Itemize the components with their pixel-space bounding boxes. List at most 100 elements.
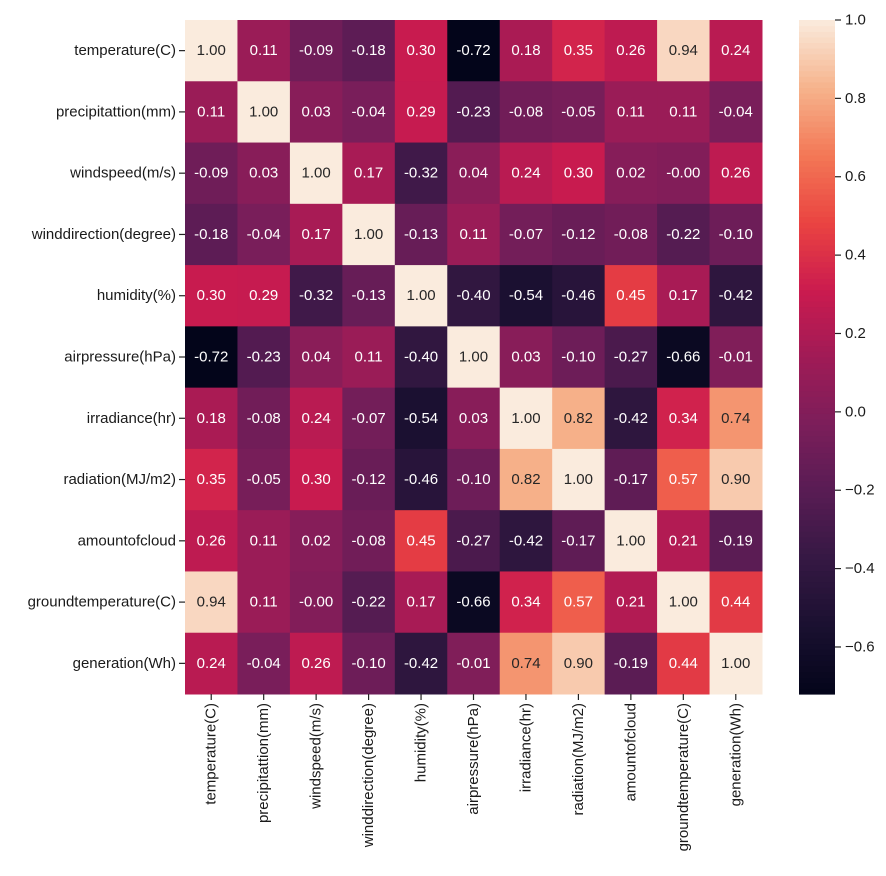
colorbar-segment bbox=[799, 632, 835, 639]
cell-value-label: 0.24 bbox=[721, 42, 750, 59]
heatmap-cell bbox=[552, 81, 606, 144]
colorbar-tick-label: −0.4 bbox=[845, 560, 875, 577]
heatmap-cell bbox=[657, 510, 711, 572]
colorbar-segment bbox=[799, 385, 835, 392]
heatmap-cell bbox=[604, 81, 658, 144]
cell-value-label: -0.40 bbox=[404, 349, 438, 366]
colorbar-segment bbox=[799, 553, 835, 560]
x-tick-label: windspeed(m/s) bbox=[308, 703, 325, 810]
cell-value-label: 0.11 bbox=[250, 42, 278, 59]
heatmap-cell bbox=[499, 510, 553, 572]
cell-value-label: -0.27 bbox=[614, 349, 648, 366]
cell-value-label: -0.08 bbox=[247, 410, 281, 427]
cell-annotations: 1.00 0.11 -0.09 -0.18 0.30 -0.72 0.18 0.35 0.26 0… bbox=[194, 42, 753, 672]
colorbar-segment bbox=[799, 463, 835, 470]
cell-value-label: 0.74 bbox=[721, 410, 750, 427]
colorbar-segment bbox=[799, 604, 835, 611]
cell-value-label: -0.32 bbox=[299, 287, 333, 304]
heatmap-cell bbox=[552, 387, 606, 450]
colorbar-segment bbox=[799, 688, 835, 695]
y-tick-label: groundtemperature(C) bbox=[28, 594, 176, 611]
cell-value-label: -0.23 bbox=[456, 103, 490, 120]
heatmap-cell bbox=[289, 571, 343, 634]
heatmap-cell bbox=[604, 448, 658, 511]
cell-value-label: 0.26 bbox=[197, 532, 226, 549]
x-tick-label: radiation(MJ/m2) bbox=[570, 703, 587, 816]
cell-value-label: -0.18 bbox=[194, 226, 228, 243]
heatmap-cell bbox=[394, 265, 448, 327]
heatmap-cell bbox=[289, 510, 343, 572]
colorbar-segment bbox=[799, 64, 835, 72]
colorbar-segment bbox=[799, 649, 835, 656]
heatmap-cell bbox=[657, 81, 711, 144]
cell-value-label: -0.07 bbox=[351, 410, 385, 427]
cell-value-label: -0.72 bbox=[194, 349, 228, 366]
colorbar-segment bbox=[799, 390, 835, 397]
colorbar-segment bbox=[799, 581, 835, 588]
cell-value-label: 1.00 bbox=[197, 42, 226, 59]
colorbar-segment bbox=[799, 503, 835, 510]
heatmap-cell bbox=[237, 81, 291, 144]
cell-value-label: 0.26 bbox=[302, 655, 331, 672]
heatmap-cell bbox=[604, 326, 658, 389]
heatmap-cell bbox=[394, 632, 448, 695]
colorbar-segment bbox=[799, 587, 835, 594]
heatmap-cell bbox=[657, 326, 711, 389]
x-tick-label: amountofcloud bbox=[622, 703, 639, 801]
cell-value-label: 1.00 bbox=[721, 655, 750, 672]
x-tick-label: groundtemperature(C) bbox=[675, 703, 692, 851]
colorbar-segment bbox=[799, 143, 835, 150]
cell-value-label: -0.04 bbox=[351, 103, 385, 120]
heatmap-cell bbox=[447, 632, 501, 695]
colorbar-segment bbox=[799, 598, 835, 605]
cell-value-label: 0.11 bbox=[669, 103, 697, 120]
colorbar-segment bbox=[799, 480, 835, 487]
heatmap-cell bbox=[552, 326, 606, 389]
heatmap-cell bbox=[342, 632, 396, 695]
cell-value-label: -0.05 bbox=[561, 103, 595, 120]
heatmap-cell bbox=[657, 571, 711, 634]
cell-value-label: 0.29 bbox=[249, 287, 278, 304]
heatmap-cell bbox=[447, 81, 501, 144]
colorbar-tick-label: 0.4 bbox=[845, 247, 866, 264]
heatmap-cell bbox=[185, 142, 238, 205]
colorbar-segment bbox=[799, 126, 835, 133]
colorbar-segment bbox=[799, 312, 835, 319]
cell-value-label: 0.24 bbox=[302, 410, 331, 427]
heatmap-cell bbox=[552, 510, 606, 572]
heatmap-cell bbox=[185, 510, 238, 572]
cell-value-label: -0.01 bbox=[456, 655, 490, 672]
colorbar-segment bbox=[799, 486, 835, 493]
cell-value-label: 1.00 bbox=[616, 532, 645, 549]
x-tick-label: precipitattion(mm) bbox=[255, 703, 272, 823]
colorbar-segment bbox=[799, 413, 835, 420]
heatmap-cell bbox=[237, 326, 291, 389]
x-tick-label: humidity(%) bbox=[413, 703, 430, 782]
colorbar-segment bbox=[799, 188, 835, 195]
heatmap-cell bbox=[185, 387, 238, 450]
cell-value-label: -0.07 bbox=[509, 226, 543, 243]
heatmap-cell bbox=[342, 448, 396, 511]
colorbar-segment bbox=[799, 261, 835, 268]
colorbar-segment bbox=[799, 452, 835, 459]
heatmap-cell bbox=[499, 632, 553, 695]
heatmap-cell bbox=[657, 265, 711, 327]
y-tick-label: amountofcloud bbox=[78, 532, 176, 549]
y-tick-label: irradiance(hr) bbox=[87, 410, 176, 427]
colorbar-segment bbox=[799, 76, 835, 83]
cell-value-label: 0.18 bbox=[197, 410, 226, 427]
x-tick-label: winddirection(degree) bbox=[360, 703, 377, 848]
heatmap-cell bbox=[709, 448, 763, 511]
colorbar-segment bbox=[799, 53, 835, 60]
heatmap-cell bbox=[552, 265, 606, 327]
cell-value-label: -0.42 bbox=[509, 532, 543, 549]
cell-value-label: 0.45 bbox=[406, 532, 435, 549]
heatmap-cell bbox=[604, 20, 658, 82]
heatmap-cell bbox=[289, 632, 343, 695]
cell-value-label: -0.66 bbox=[666, 349, 700, 366]
colorbar-segment bbox=[799, 508, 835, 515]
colorbar-segment bbox=[799, 570, 835, 577]
colorbar-segment bbox=[799, 239, 835, 246]
colorbar-segment bbox=[799, 109, 835, 117]
y-tick-label: precipitattion(mm) bbox=[56, 103, 176, 120]
